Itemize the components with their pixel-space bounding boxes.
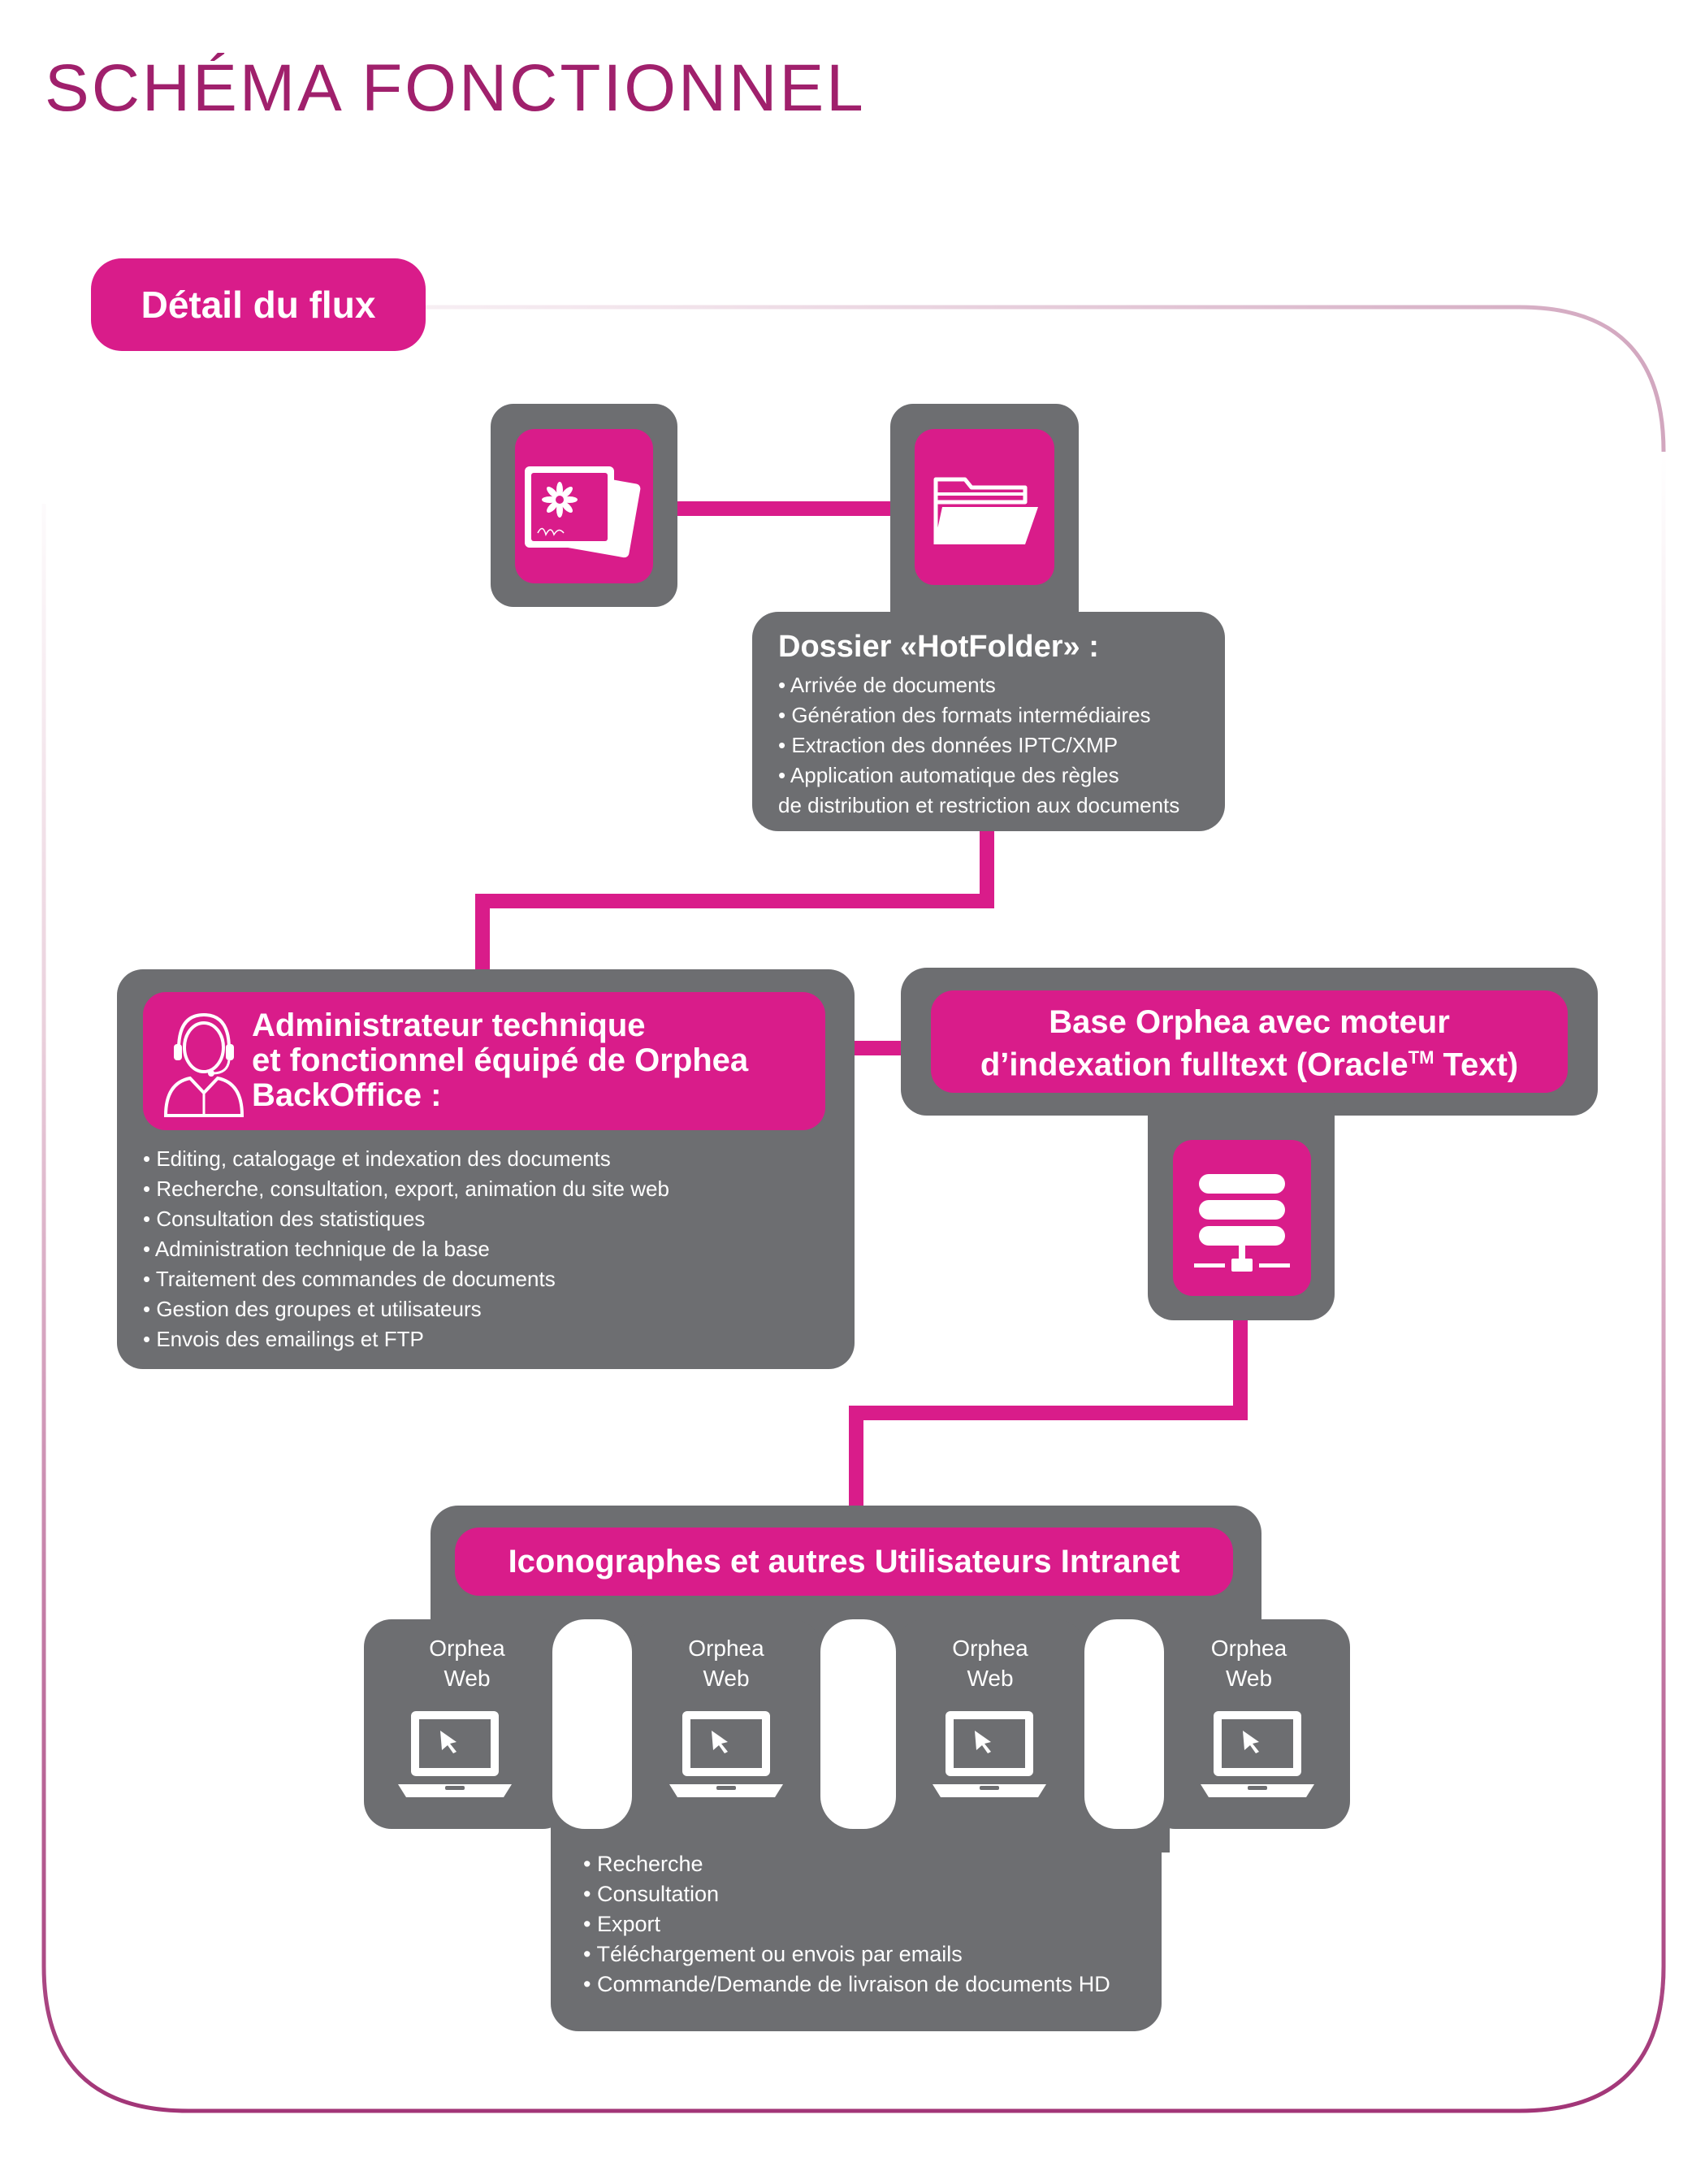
database-title-line1: Base Orphea avec moteur xyxy=(1049,1004,1450,1040)
folder-icon xyxy=(933,477,1038,544)
section-tab-label: Détail du flux xyxy=(141,284,376,326)
admin-item: • Gestion des groupes et utilisateurs xyxy=(143,1297,482,1321)
operator-icon xyxy=(163,1012,244,1117)
connector-database-users-v2 xyxy=(849,1406,863,1507)
hotfolder-item: • Extraction des données IPTC/XMP xyxy=(778,733,1119,757)
hotfolder-item: • Application automatique des règles xyxy=(778,763,1119,787)
hotfolder-title: Dossier «HotFolder» : xyxy=(778,630,1099,664)
users-list: • Recherche • Consultation • Export • Té… xyxy=(583,1849,1110,2000)
admin-item: • Recherche, consultation, export, anima… xyxy=(143,1176,669,1201)
database-header: Base Orphea avec moteur d’indexation ful… xyxy=(931,990,1568,1093)
laptop-icon xyxy=(1201,1711,1314,1797)
users-item: • Recherche xyxy=(583,1852,703,1876)
separator-pill xyxy=(1084,1619,1164,1829)
admin-item: • Consultation des statistiques xyxy=(143,1207,426,1231)
admin-title-line: et fonctionnel équipé de Orphea xyxy=(252,1042,749,1078)
users-item: • Export xyxy=(583,1912,661,1936)
users-item: • Commande/Demande de livraison de docum… xyxy=(583,1972,1110,1996)
connector-hotfolder-admin-h xyxy=(475,894,994,908)
separator-pill xyxy=(820,1619,896,1829)
client-label: Orphea Web xyxy=(952,1636,1028,1691)
photos-icon xyxy=(525,466,641,558)
connector-hotfolder-admin-v2 xyxy=(475,894,490,971)
server-icon xyxy=(1194,1174,1290,1272)
connector-source-hotfolder xyxy=(650,501,918,516)
admin-item: • Administration technique de la base xyxy=(143,1237,490,1261)
admin-header: Administrateur technique et fonctionnel … xyxy=(143,992,825,1130)
admin-item: • Envois des emailings et FTP xyxy=(143,1327,424,1351)
client-label: Orphea Web xyxy=(688,1636,764,1691)
connector-database-users-h xyxy=(849,1406,1248,1420)
laptop-icon xyxy=(669,1711,783,1797)
users-item: • Téléchargement ou envois par emails xyxy=(583,1942,963,1966)
hotfolder-item: • Génération des formats intermédiaires xyxy=(778,703,1151,727)
page-title: SCHÉMA FONCTIONNEL xyxy=(45,51,866,125)
hotfolder-panel: Dossier «HotFolder» : • Arrivée de docum… xyxy=(752,612,1225,831)
laptop-icon xyxy=(398,1711,512,1797)
client-label: Orphea Web xyxy=(429,1636,505,1691)
users-header: Iconographes et autres Utilisateurs Intr… xyxy=(455,1528,1233,1596)
connector-hotfolder-admin-v1 xyxy=(980,827,994,908)
laptop-icon xyxy=(933,1711,1046,1797)
connector-database-users-v1 xyxy=(1233,1300,1248,1420)
admin-title-line: BackOffice : xyxy=(252,1077,442,1113)
users-item: • Consultation xyxy=(583,1882,720,1906)
database-icon-box xyxy=(1173,1140,1311,1296)
separator-pill xyxy=(552,1619,632,1829)
admin-title-line: Administrateur technique xyxy=(252,1008,646,1043)
folder-node-inner xyxy=(915,429,1054,585)
hotfolder-item-continuation: de distribution et restriction aux docum… xyxy=(778,793,1180,817)
admin-item: • Traitement des commandes de documents xyxy=(143,1267,556,1291)
admin-item: • Editing, catalogage et indexation des … xyxy=(143,1146,611,1171)
admin-list: • Editing, catalogage et indexation des … xyxy=(143,1144,669,1354)
section-tab: Détail du flux xyxy=(91,258,426,351)
source-node-inner xyxy=(515,429,653,583)
hotfolder-item: • Arrivée de documents xyxy=(778,673,996,697)
database-title-line2: d’indexation fulltext (OracleTM Text) xyxy=(980,1046,1519,1083)
client-label: Orphea Web xyxy=(1210,1636,1287,1691)
users-title: Iconographes et autres Utilisateurs Intr… xyxy=(508,1543,1180,1580)
